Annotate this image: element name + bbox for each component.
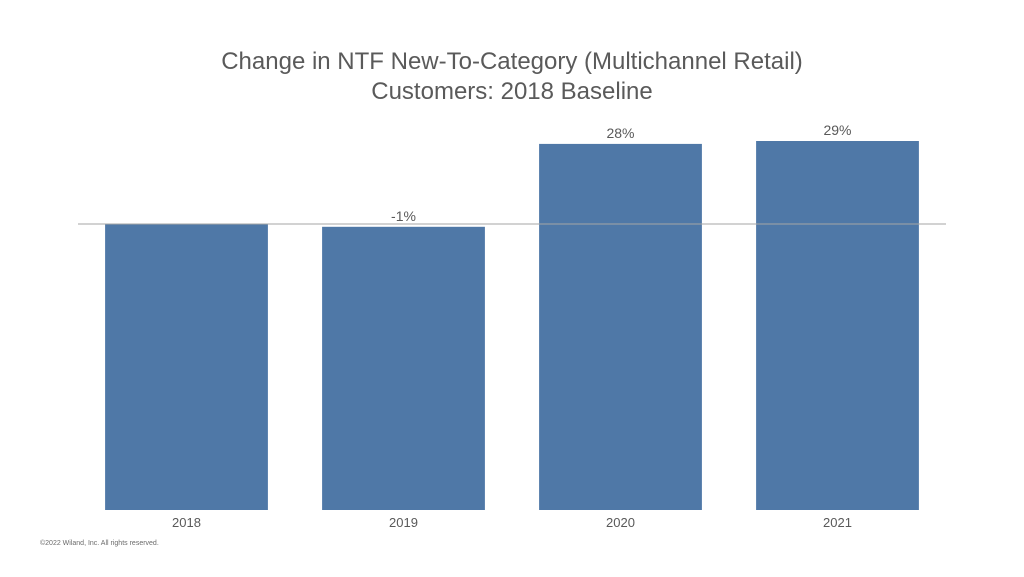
bar-2021 — [756, 141, 919, 510]
chart-title-line-1: Change in NTF New-To-Category (Multichan… — [221, 48, 803, 75]
x-tick-label-2018: 2018 — [172, 515, 201, 530]
x-tick-label-2019: 2019 — [389, 515, 418, 530]
bar-2018 — [105, 224, 268, 510]
data-label-2021: 29% — [823, 122, 851, 138]
bar-2019 — [322, 226, 485, 511]
x-tick-label-2020: 2020 — [606, 515, 635, 530]
chart-title-line-2: Customers: 2018 Baseline — [371, 78, 653, 105]
x-tick-label-2021: 2021 — [823, 515, 852, 530]
data-label-2020: 28% — [606, 125, 634, 141]
bar-2020 — [539, 143, 702, 510]
copyright-notice: ©2022 Wiland, Inc. All rights reserved. — [40, 540, 159, 547]
data-label-2019: -1% — [391, 208, 416, 224]
